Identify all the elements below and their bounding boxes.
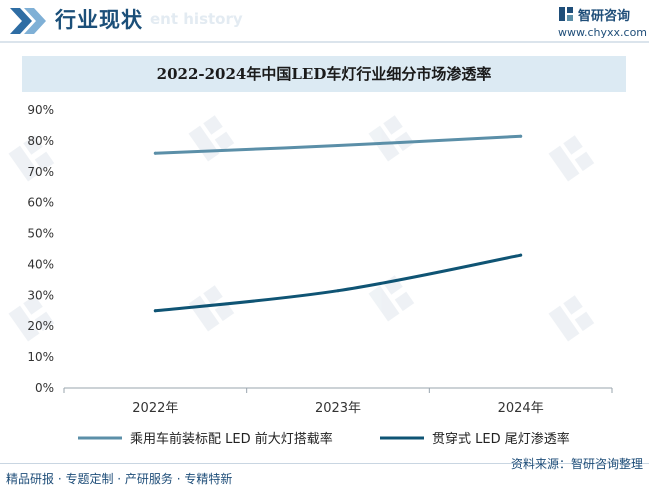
- watermark-logo: [188, 115, 235, 162]
- footer-divider: [0, 463, 649, 464]
- watermark-logo: [188, 285, 235, 332]
- y-tick-label: 50%: [27, 227, 54, 241]
- y-tick-label: 80%: [27, 134, 54, 148]
- data-point: [336, 144, 340, 148]
- logo-name: 智研咨询: [578, 9, 631, 24]
- watermark-logo: [548, 135, 595, 182]
- y-tick-label: 0%: [35, 381, 54, 395]
- y-tick-label: 40%: [27, 257, 54, 271]
- legend-label-2: 贯穿式 LED 尾灯渗透率: [432, 431, 570, 447]
- data-point: [519, 134, 523, 138]
- data-point: [153, 151, 157, 155]
- page-footer: 精品研报 · 专题定制 · 产研服务 · 专精特新 资料来源：智研咨询整理: [0, 457, 649, 493]
- data-point: [519, 253, 523, 257]
- header-divider: [0, 41, 649, 43]
- page-title: 行业现状: [55, 8, 143, 32]
- data-source: 资料来源：智研咨询整理: [510, 457, 643, 471]
- line-chart: 0% 10% 20% 30% 40% 50% 60% 70% 80% 90% 2022年 2023年 2…: [8, 103, 613, 447]
- watermark-logo: [8, 135, 55, 182]
- x-tick-label: 2022年: [132, 401, 178, 416]
- watermark-logo: [8, 295, 55, 342]
- data-point: [153, 309, 157, 313]
- chart-title: 2022-2024年中国LED车灯行业细分市场渗透率: [156, 65, 492, 83]
- logo-url: www.chyxx.com: [558, 26, 648, 39]
- watermark-logo: [368, 115, 415, 162]
- chevron-icon: [10, 8, 46, 34]
- y-tick-label: 70%: [27, 165, 54, 179]
- logo-icon: [559, 7, 573, 21]
- y-tick-label: 10%: [27, 350, 54, 364]
- x-tick-label: 2024年: [498, 401, 544, 416]
- data-point: [336, 289, 340, 293]
- legend-label-1: 乘用车前装标配 LED 前大灯搭载率: [130, 431, 333, 447]
- page-header: ent history 行业现状 智研咨询 www.chyxx.com: [0, 0, 649, 44]
- header-background-text: ent history: [150, 10, 243, 28]
- y-tick-label: 90%: [27, 103, 54, 117]
- y-tick-label: 60%: [27, 196, 54, 210]
- watermark-logo: [548, 295, 595, 342]
- x-tick-label: 2023年: [315, 401, 361, 416]
- chart-title-bar: 2022-2024年中国LED车灯行业细分市场渗透率: [22, 56, 626, 92]
- footer-tagline: 精品研报 · 专题定制 · 产研服务 · 专精特新: [6, 472, 233, 486]
- y-tick-label: 30%: [27, 288, 54, 302]
- y-tick-label: 20%: [27, 319, 54, 333]
